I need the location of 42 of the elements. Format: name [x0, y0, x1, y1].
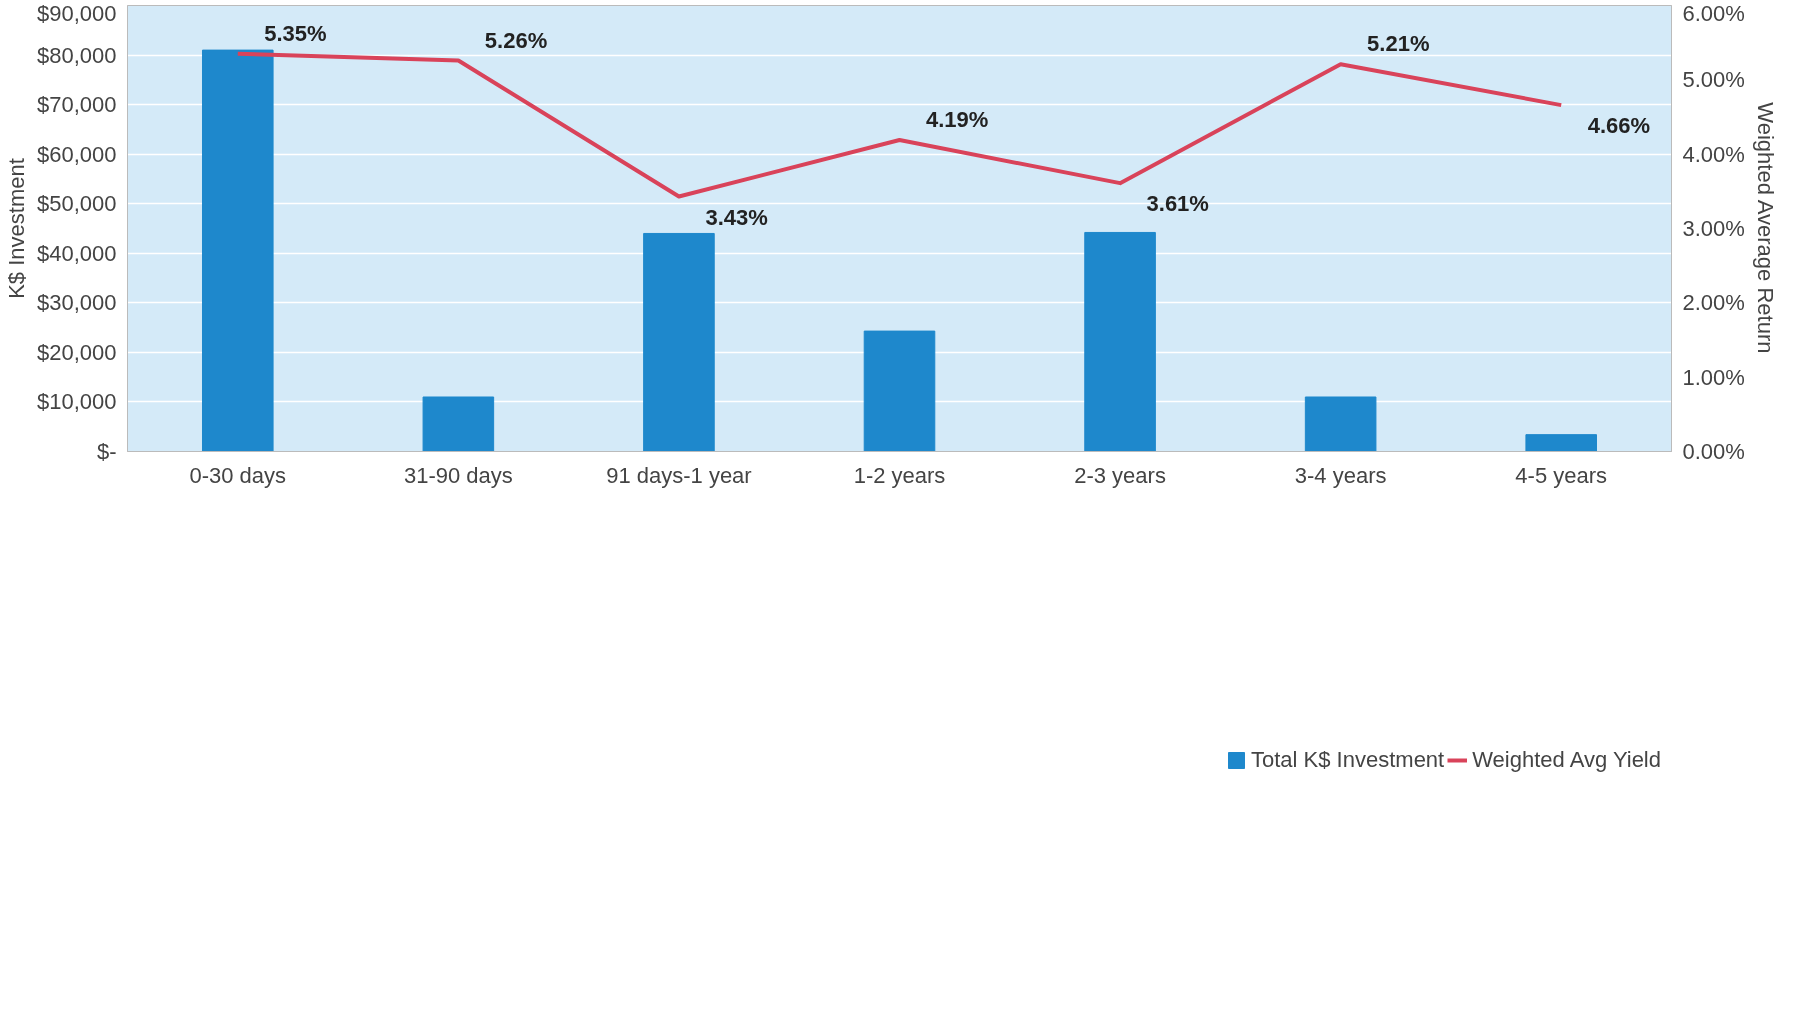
x-tick-label: 1-2 years — [853, 462, 946, 488]
data-label: 4.66% — [1587, 113, 1651, 139]
data-label: 5.21% — [1367, 31, 1430, 57]
x-tick-label: 91 days-1 year — [606, 462, 752, 488]
y-tick-label: $10,000 — [36, 389, 117, 415]
y-tick-label: $30,000 — [36, 290, 117, 316]
y-axis-title: K$ Investment — [3, 158, 29, 299]
x-tick-label: 2-3 years — [1074, 462, 1166, 488]
data-label: 3.43% — [705, 204, 768, 230]
x-tick-label: 0-30 days — [189, 462, 287, 488]
y-tick-label: $50,000 — [36, 191, 117, 217]
bar — [643, 232, 715, 452]
x-tick-label: 3-4 years — [1294, 462, 1387, 488]
bar — [1084, 231, 1156, 452]
data-label: 3.61% — [1146, 191, 1209, 217]
y2-tick-label: 3.00% — [1682, 216, 1745, 241]
y-tick-label: $70,000 — [36, 92, 117, 118]
y-tick-label: $40,000 — [36, 240, 117, 266]
data-label: 5.35% — [264, 20, 327, 46]
bar — [1525, 434, 1598, 452]
x-tick-label: 4-5 years — [1515, 462, 1608, 488]
y2-tick-label: 4.00% — [1682, 141, 1745, 167]
y-tick-label: $- — [96, 439, 117, 464]
bar — [863, 330, 936, 452]
legend-label: Total K$ Investment — [1251, 747, 1445, 773]
y-tick-label: $80,000 — [36, 42, 117, 68]
bar — [1304, 396, 1377, 452]
x-tick-label: 31-90 days — [403, 462, 513, 488]
data-label: 5.26% — [484, 27, 548, 53]
y2-tick-label: 5.00% — [1682, 67, 1745, 93]
y2-tick-label: 1.00% — [1682, 364, 1745, 390]
bar — [201, 49, 274, 452]
y2-tick-label: 0.00% — [1682, 439, 1745, 464]
y2-tick-label: 2.00% — [1682, 290, 1745, 316]
y-tick-label: $90,000 — [36, 0, 117, 26]
data-label: 4.19% — [925, 107, 989, 133]
y-tick-label: $20,000 — [36, 339, 117, 365]
y2-axis-title: Weighted Average Return — [1752, 102, 1778, 354]
y-tick-label: $60,000 — [36, 141, 117, 167]
bar — [422, 396, 495, 452]
legend-label: Weighted Avg Yield — [1472, 747, 1661, 773]
y2-tick-label: 6.00% — [1682, 0, 1745, 26]
